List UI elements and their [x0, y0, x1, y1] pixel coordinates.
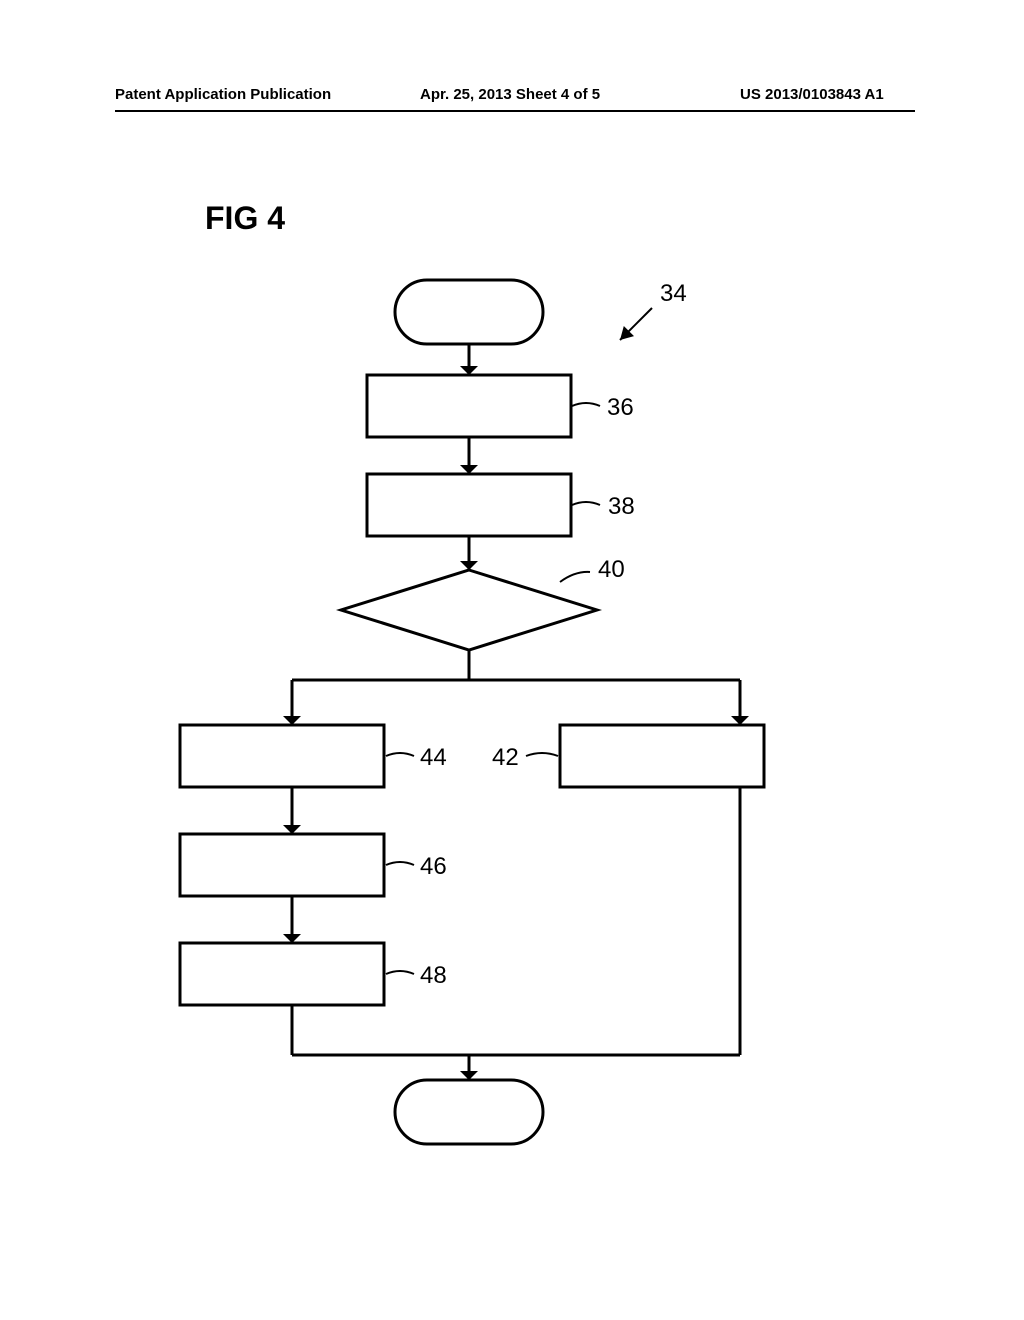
ref-label-40: 40 [598, 556, 625, 584]
ref-label-36: 36 [607, 394, 634, 422]
ref-label-34: 34 [660, 280, 687, 308]
flowchart-svg [0, 0, 1024, 1320]
ref-label-42: 42 [492, 744, 519, 772]
ref-label-38: 38 [608, 493, 635, 521]
ref-label-48: 48 [420, 962, 447, 990]
ref-label-44: 44 [420, 744, 447, 772]
page: Patent Application Publication Apr. 25, … [0, 0, 1024, 1320]
ref-label-46: 46 [420, 853, 447, 881]
